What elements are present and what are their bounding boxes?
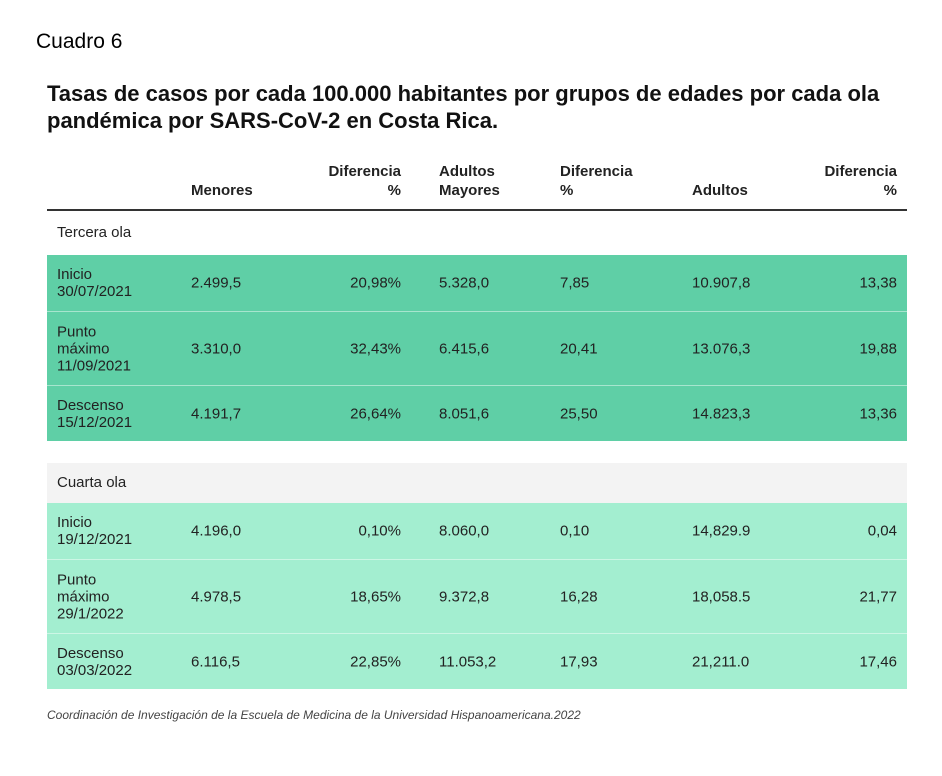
cell-adultos-mayores: 11.053,2 [439, 653, 497, 670]
group-label: Tercera ola [47, 211, 907, 255]
data-table: Menores Diferencia % Adultos Mayores Dif… [47, 150, 907, 689]
row-label: Inicio 30/07/2021 [57, 266, 133, 300]
cell-adultos: 14.823,3 [692, 405, 751, 422]
table-row: Punto máximo 29/1/2022 4.978,5 18,65% 9.37… [47, 559, 907, 633]
row-label: Descenso 03/03/2022 [57, 644, 133, 679]
cell-diferencia-2: 17,93 [560, 653, 598, 670]
table-title: Tasas de casos por cada 100.000 habitant… [47, 81, 880, 133]
header-diferencia-3: Diferencia % [824, 162, 897, 200]
cell-diferencia-2: 0,10 [560, 522, 590, 540]
header-adultos-mayores-line1: Adultos [439, 163, 495, 180]
cell-adultos: 18,058.5 [692, 588, 751, 605]
cell-diferencia-3: 17,46 [859, 653, 897, 670]
cell-diferencia-2: 25,50 [560, 405, 598, 422]
header-diferencia-1-line2: % [387, 182, 401, 199]
row-label: Punto máximo 29/1/2022 [57, 571, 124, 622]
cell-menores: 3.310,0 [191, 340, 242, 357]
cell-adultos-mayores: 8.060,0 [439, 522, 490, 540]
header-diferencia-2: Diferencia % [560, 162, 633, 200]
cell-adultos-mayores: 6.415,6 [439, 340, 490, 357]
header-diferencia-1: Diferencia % [328, 162, 401, 200]
cell-menores: 4.191,7 [191, 405, 242, 422]
cuadro-label: Cuadro 6 [36, 30, 123, 53]
header-adultos-mayores: Adultos Mayores [439, 162, 500, 200]
cell-adultos: 10.907,8 [692, 274, 751, 292]
cell-diferencia-1: 20,98% [350, 274, 401, 292]
cell-adultos: 14,829.9 [692, 522, 751, 540]
table-header: Menores Diferencia % Adultos Mayores Dif… [47, 150, 907, 211]
header-diferencia-2-line1: Diferencia [560, 163, 633, 180]
row-label: Punto máximo 11/09/2021 [57, 323, 131, 374]
group-tercera-ola: Tercera ola Inicio 30/07/2021 2.499,5 20,… [47, 211, 907, 441]
cell-adultos-mayores: 9.372,8 [439, 588, 490, 605]
cell-diferencia-3: 19,88 [859, 340, 897, 357]
cell-diferencia-3: 13,36 [859, 405, 897, 422]
cell-adultos: 21,211.0 [692, 653, 750, 670]
group-cuarta-ola: Cuarta ola Inicio 19/12/2021 4.196,0 0,10… [47, 463, 907, 689]
header-adultos-mayores-line2: Mayores [439, 182, 500, 199]
cell-menores: 4.978,5 [191, 588, 242, 605]
header-diferencia-1-line1: Diferencia [328, 163, 401, 180]
table-row: Inicio 30/07/2021 2.499,5 20,98% 5.328,0 … [47, 255, 907, 311]
cell-diferencia-3: 13,38 [859, 274, 897, 292]
group-label: Cuarta ola [47, 463, 907, 503]
header-menores: Menores [191, 182, 253, 199]
group-spacer [47, 441, 907, 463]
source-note: Coordinación de Investigación de la Escu… [47, 708, 581, 722]
cell-diferencia-2: 16,28 [560, 588, 598, 605]
header-adultos: Adultos [692, 182, 748, 199]
cell-diferencia-1: 0,10% [358, 522, 401, 540]
header-diferencia-3-line2: % [883, 182, 897, 199]
row-label: Descenso 15/12/2021 [57, 396, 133, 431]
cell-diferencia-3: 0,04 [867, 522, 897, 540]
cell-diferencia-2: 20,41 [560, 340, 598, 357]
table-row: Inicio 19/12/2021 4.196,0 0,10% 8.060,0 0… [47, 503, 907, 559]
table-row: Punto máximo 11/09/2021 3.310,0 32,43% 6.4… [47, 311, 907, 385]
cell-adultos-mayores: 8.051,6 [439, 405, 490, 422]
cell-diferencia-1: 32,43% [350, 340, 401, 357]
cell-menores: 6.116,5 [191, 653, 240, 670]
header-diferencia-2-line2: % [560, 182, 574, 199]
cell-menores: 4.196,0 [191, 522, 242, 540]
row-label: Inicio 19/12/2021 [57, 514, 133, 548]
cell-adultos: 13.076,3 [692, 340, 751, 357]
table-row: Descenso 03/03/2022 6.116,5 22,85% 11.053… [47, 633, 907, 689]
table-row: Descenso 15/12/2021 4.191,7 26,64% 8.051,… [47, 385, 907, 441]
cell-adultos-mayores: 5.328,0 [439, 274, 490, 292]
cell-diferencia-3: 21,77 [859, 588, 897, 605]
cell-menores: 2.499,5 [191, 274, 242, 292]
cell-diferencia-1: 22,85% [350, 653, 401, 670]
cell-diferencia-2: 7,85 [560, 274, 590, 292]
cell-diferencia-1: 18,65% [350, 588, 401, 605]
cell-diferencia-1: 26,64% [350, 405, 401, 422]
header-diferencia-3-line1: Diferencia [824, 163, 897, 180]
